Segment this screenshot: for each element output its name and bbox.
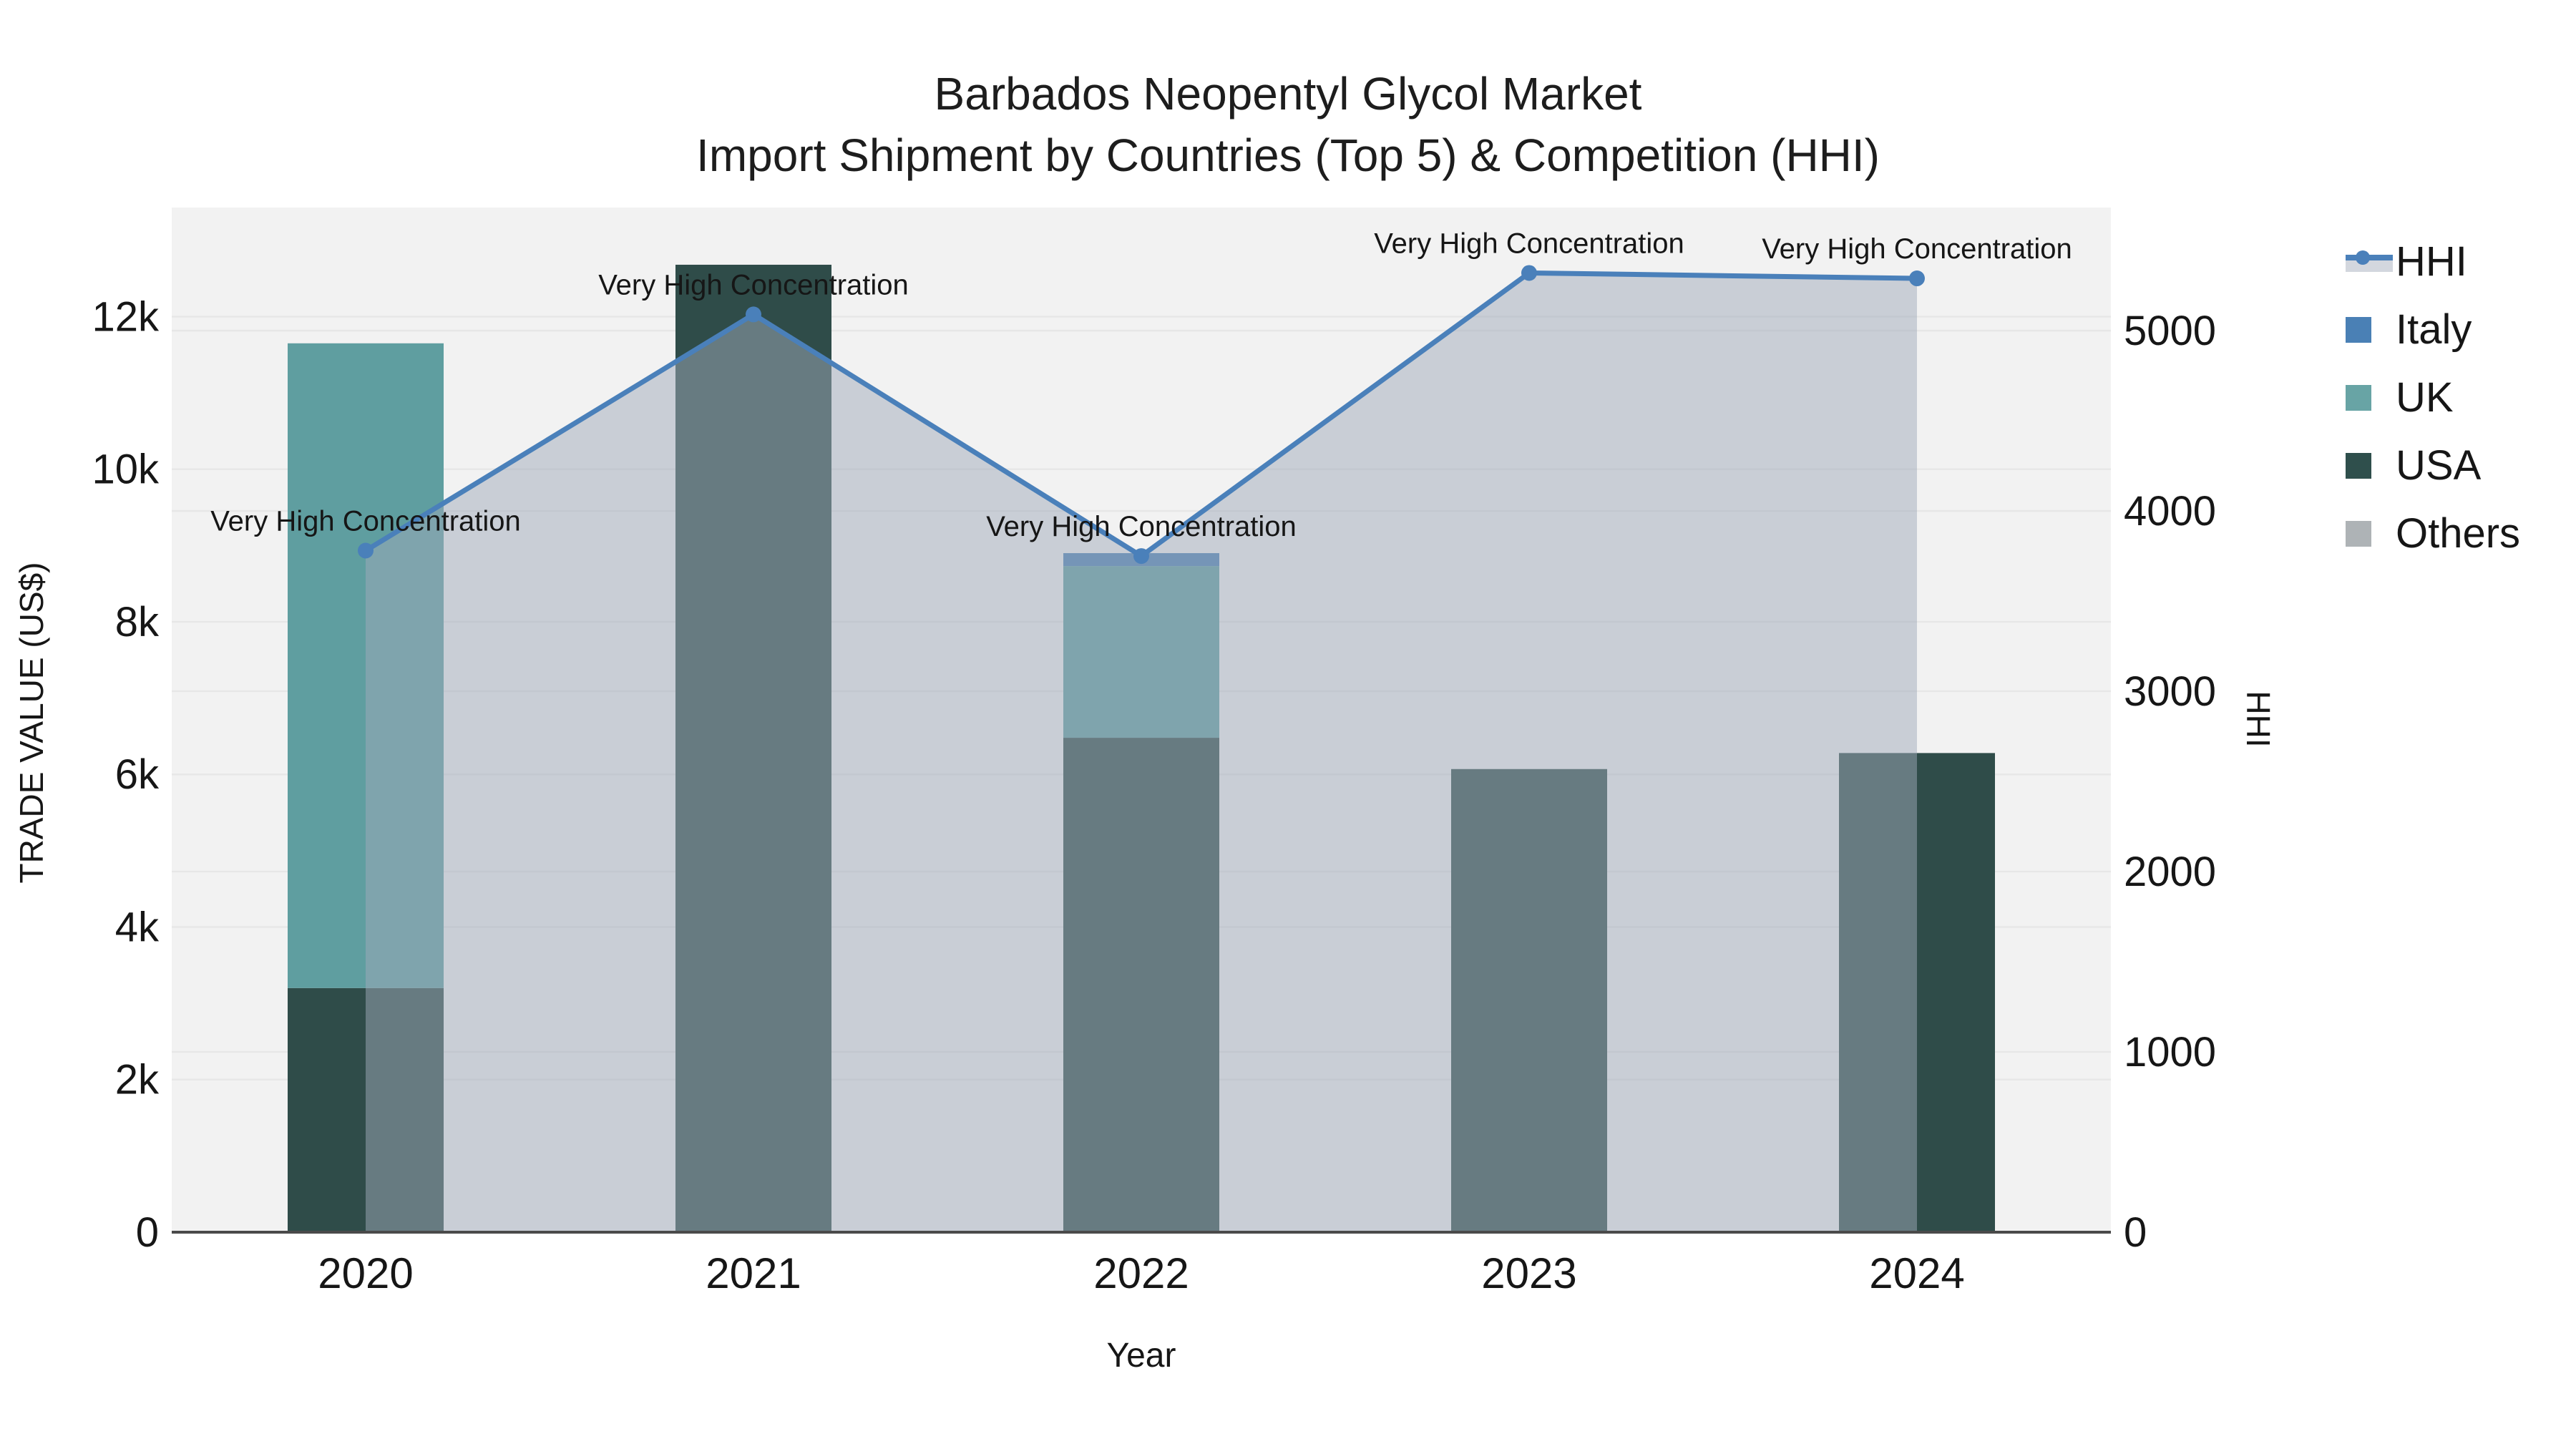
- left-tick-12k: 12k: [92, 293, 160, 340]
- uk-swatch-icon: [2346, 384, 2396, 412]
- right-tick-0: 0: [2124, 1209, 2147, 1256]
- y-axis-title-left: TRADE VALUE (US$): [13, 562, 50, 883]
- right-tick-5000: 5000: [2124, 308, 2216, 354]
- x-tick-2023: 2023: [1481, 1249, 1576, 1297]
- left-tick-0: 0: [136, 1209, 159, 1256]
- annotation-2023: Very High Concentration: [1374, 228, 1684, 259]
- chart-title-line2: Import Shipment by Countries (Top 5) & C…: [696, 130, 1880, 181]
- legend-item-others[interactable]: Others: [2346, 499, 2520, 567]
- chart-title-line1: Barbados Neopentyl Glycol Market: [934, 68, 1642, 119]
- right-tick-1000: 1000: [2124, 1029, 2216, 1075]
- hhi-point-2022[interactable]: [1133, 548, 1149, 565]
- annotation-2024: Very High Concentration: [1762, 233, 2072, 265]
- legend-item-hhi[interactable]: HHI: [2346, 228, 2520, 296]
- italy-swatch-icon: [2346, 316, 2396, 344]
- hhi-area-fill: [366, 273, 1917, 1232]
- left-tick-4k: 4k: [115, 904, 160, 950]
- annotation-2021: Very High Concentration: [598, 269, 909, 301]
- left-tick-10k: 10k: [92, 447, 160, 493]
- hhi-point-2021[interactable]: [746, 306, 761, 323]
- x-tick-2020: 2020: [318, 1249, 413, 1297]
- hhi-line-swatch-icon: [2346, 248, 2396, 276]
- x-tick-2021: 2021: [706, 1249, 801, 1297]
- legend-label-italy: Italy: [2396, 306, 2472, 353]
- others-swatch-icon: [2346, 519, 2396, 548]
- x-axis-title: Year: [1107, 1337, 1176, 1375]
- legend-label-usa: USA: [2396, 442, 2482, 489]
- right-tick-3000: 3000: [2124, 668, 2216, 715]
- x-tick-2024: 2024: [1869, 1249, 1964, 1297]
- x-tick-2022: 2022: [1093, 1249, 1189, 1297]
- y-axis-title-right: HHI: [2240, 691, 2277, 747]
- legend: HHI Italy UK USA Others: [2346, 228, 2520, 567]
- annotation-2020: Very High Concentration: [210, 506, 521, 537]
- legend-item-italy[interactable]: Italy: [2346, 296, 2520, 364]
- usa-swatch-icon: [2346, 452, 2396, 480]
- left-tick-6k: 6k: [115, 751, 160, 798]
- chart-title: Barbados Neopentyl Glycol Market Import …: [0, 63, 2576, 186]
- legend-label-uk: UK: [2396, 374, 2454, 421]
- legend-item-uk[interactable]: UK: [2346, 364, 2520, 431]
- right-tick-4000: 4000: [2124, 488, 2216, 535]
- legend-item-usa[interactable]: USA: [2346, 431, 2520, 499]
- left-tick-2k: 2k: [115, 1057, 160, 1103]
- hhi-point-2023[interactable]: [1521, 265, 1537, 281]
- legend-label-others: Others: [2396, 510, 2521, 557]
- annotation-2022: Very High Concentration: [986, 511, 1297, 542]
- left-tick-8k: 8k: [115, 599, 160, 645]
- hhi-point-2024[interactable]: [1909, 270, 1925, 287]
- right-tick-2000: 2000: [2124, 849, 2216, 895]
- hhi-point-2020[interactable]: [358, 542, 374, 559]
- legend-label-hhi: HHI: [2396, 238, 2467, 285]
